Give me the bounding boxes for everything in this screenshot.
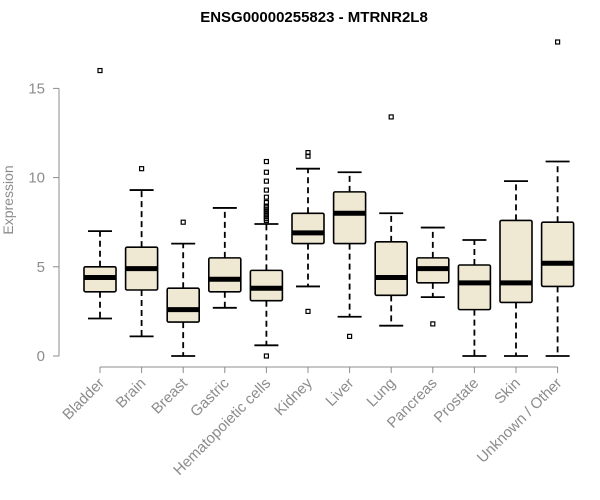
outlier-point (430, 321, 436, 327)
boxes-layer (83, 39, 575, 359)
outlier-point (263, 194, 269, 200)
x-tick-label: Bladder (59, 375, 108, 424)
box-group (249, 158, 284, 359)
x-tick-label: Breast (148, 374, 191, 417)
y-axis-label: Expression (0, 165, 16, 234)
outlier-point (554, 39, 561, 45)
box-group (291, 150, 325, 314)
chart-title: ENSG00000255823 - MTRNR2L8 (200, 9, 428, 26)
y-axis: 0 5 10 15 (28, 80, 60, 365)
y-tick-label: 0 (37, 348, 45, 365)
box-group (83, 67, 117, 320)
y-tick-label: 10 (28, 170, 45, 187)
box-group (374, 114, 409, 327)
box-group (124, 166, 159, 338)
box-group (415, 226, 450, 327)
iqr-box (291, 212, 325, 245)
outlier-point (263, 353, 269, 359)
iqr-box (499, 219, 533, 304)
x-tick-label: Skin (491, 375, 524, 408)
outlier-point (305, 308, 311, 314)
iqr-box (374, 241, 409, 297)
x-tick-label: Liver (322, 375, 357, 410)
y-tick-label: 5 (37, 259, 45, 276)
y-tick-label: 15 (28, 80, 45, 97)
box-group (499, 180, 533, 357)
outlier-point (305, 150, 311, 156)
outlier-point (263, 178, 269, 184)
outlier-point (97, 67, 103, 74)
iqr-box (249, 269, 284, 302)
x-tick-label: Brain (113, 375, 150, 412)
outlier-point (263, 169, 269, 175)
outlier-point (139, 166, 145, 172)
box-group (457, 239, 492, 357)
outlier-point (347, 333, 353, 339)
iqr-box (332, 191, 367, 245)
x-tick-label: Kidney (271, 374, 316, 419)
box-group (540, 39, 575, 357)
outlier-point (180, 219, 186, 225)
iqr-box (457, 264, 492, 311)
iqr-box (166, 287, 200, 323)
x-tick-label: Lung (363, 375, 399, 411)
outlier-point (263, 187, 269, 193)
box-group (166, 219, 200, 357)
outlier-point (388, 114, 394, 120)
x-tick-label: Prostate (431, 375, 483, 427)
box-group (208, 207, 242, 309)
box-group (332, 171, 367, 339)
iqr-box (208, 257, 242, 293)
outlier-point (263, 199, 269, 206)
iqr-box (540, 221, 575, 288)
outlier-point (263, 158, 269, 165)
